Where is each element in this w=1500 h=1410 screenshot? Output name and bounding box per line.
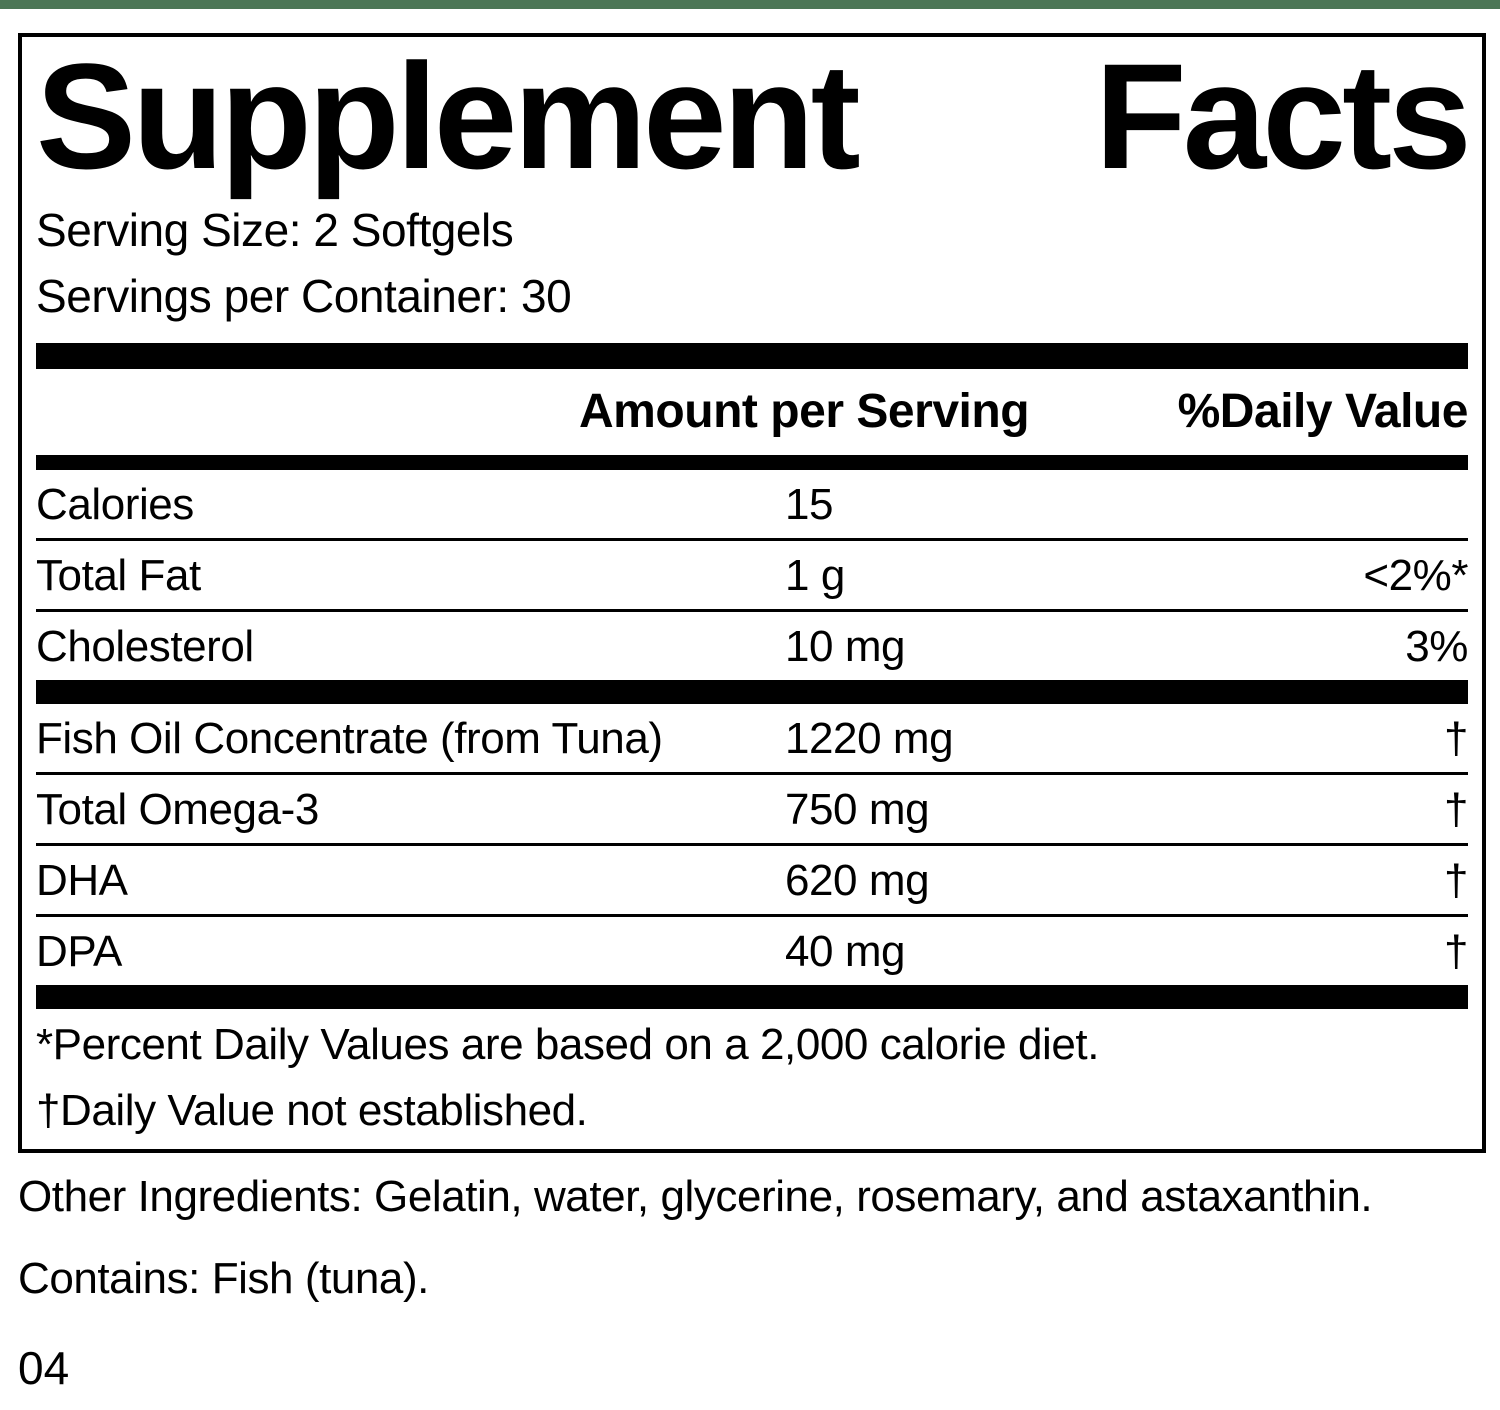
thick-divider-middle [36, 680, 1468, 704]
nutrient-daily-value: 3% [1405, 622, 1468, 671]
nutrient-amount: 1220 mg [785, 714, 954, 763]
column-header-row: Amount per Serving %Daily Value [36, 369, 1468, 455]
footnotes: *Percent Daily Values are based on a 2,0… [36, 1009, 1468, 1145]
title-word-facts: Facts [1094, 32, 1472, 200]
macro-rows-group: Calories 15 Total Fat 1 g <2%* Cholester… [36, 470, 1468, 680]
serving-size-line: Serving Size: 2 Softgels [36, 204, 514, 256]
nutrient-amount: 1 g [785, 551, 845, 600]
contains-text: Contains: Fish (tuna). [18, 1254, 429, 1303]
nutrient-name: Total Fat [36, 551, 201, 600]
nutrient-row-cholesterol: Cholesterol 10 mg 3% [36, 609, 1468, 680]
nutrient-daily-value: † [1443, 714, 1468, 763]
column-header-amount: Amount per Serving [579, 385, 1030, 438]
servings-per-container-line: Servings per Container: 30 [36, 270, 572, 322]
thick-divider-bottom [36, 985, 1468, 1009]
nutrient-row-total-omega-3: Total Omega-3 750 mg † [36, 772, 1468, 843]
accent-strip [0, 0, 1500, 9]
nutrient-name: DHA [36, 856, 128, 905]
nutrient-row-total-fat: Total Fat 1 g <2%* [36, 538, 1468, 609]
nutrient-row-fish-oil-concentrate: Fish Oil Concentrate (from Tuna) 1220 mg… [36, 704, 1468, 772]
nutrient-name: DPA [36, 927, 122, 976]
nutrient-daily-value: † [1443, 785, 1468, 834]
serving-info: Serving Size: 2 Softgels Servings per Co… [36, 207, 1468, 319]
nutrient-row-calories: Calories 15 [36, 470, 1468, 538]
other-ingredients-text: Other Ingredients: Gelatin, water, glyce… [18, 1172, 1373, 1221]
nutrient-row-dha: DHA 620 mg † [36, 843, 1468, 914]
page-title: Supplement Facts [36, 32, 1472, 200]
nutrient-name: Calories [36, 480, 194, 529]
column-header-daily-value: %Daily Value [1177, 385, 1469, 438]
nutrient-row-dpa: DPA 40 mg † [36, 914, 1468, 985]
footnote-percent-daily-values: *Percent Daily Values are based on a 2,0… [36, 1020, 1099, 1069]
title-word-supplement: Supplement [36, 32, 861, 200]
thick-divider-header [36, 455, 1468, 470]
supplement-facts-panel: Supplement Facts Serving Size: 2 Softgel… [18, 33, 1486, 1153]
nutrient-amount: 10 mg [785, 622, 906, 671]
thick-divider-top [36, 343, 1468, 369]
nutrient-amount: 40 mg [785, 927, 906, 976]
nutrient-amount: 750 mg [785, 785, 930, 834]
nutrient-amount: 620 mg [785, 856, 930, 905]
ingredient-rows-group: Fish Oil Concentrate (from Tuna) 1220 mg… [36, 704, 1468, 985]
nutrient-name: Cholesterol [36, 622, 254, 671]
nutrient-daily-value: † [1443, 927, 1468, 976]
footnote-daily-value-not-established: †Daily Value not established. [36, 1086, 588, 1135]
nutrient-amount: 15 [785, 480, 834, 529]
below-panel-text: Other Ingredients: Gelatin, water, glyce… [18, 1172, 1486, 1394]
nutrient-daily-value: † [1443, 856, 1468, 905]
nutrient-name: Total Omega-3 [36, 785, 319, 834]
page-code: 04 [18, 1342, 70, 1394]
nutrient-name: Fish Oil Concentrate (from Tuna) [36, 714, 663, 763]
nutrient-daily-value: <2%* [1363, 551, 1468, 600]
